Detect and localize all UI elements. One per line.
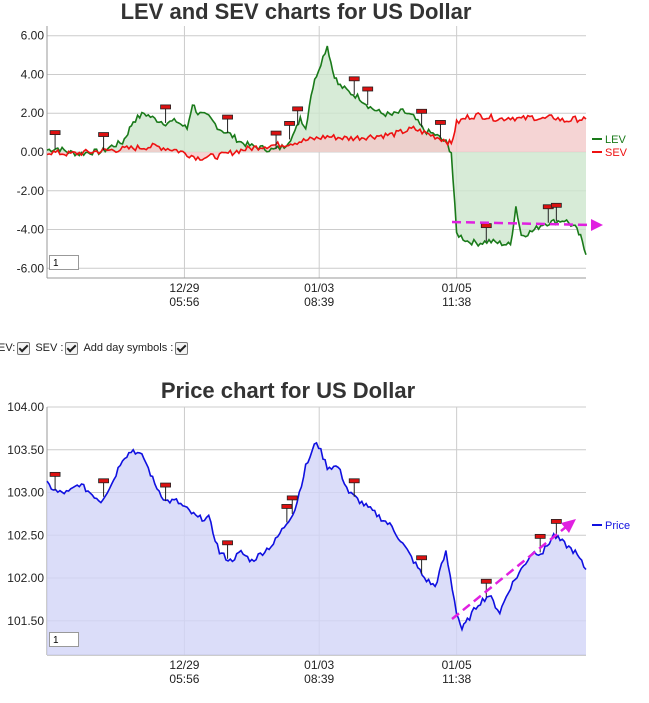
x-tick-time: 08:39 bbox=[304, 672, 334, 686]
y-axis-ticks: 104.00 103.50 103.00 102.50 102.00 101.50 bbox=[7, 400, 44, 628]
series-layer bbox=[46, 441, 587, 655]
day-symbol-flag bbox=[222, 114, 233, 120]
sev-toggle-label: SEV : bbox=[35, 342, 64, 354]
y-tick-label: 104.00 bbox=[7, 400, 44, 414]
day-symbols bbox=[49, 76, 562, 242]
day-symbol-flag bbox=[160, 104, 171, 110]
day-symbol-flag bbox=[480, 223, 492, 229]
day-symbols bbox=[49, 471, 562, 598]
x-tick-date: 01/05 bbox=[442, 658, 472, 672]
day-symbol-flag bbox=[98, 132, 109, 137]
legend-label-price: Price bbox=[605, 520, 630, 532]
zoom-input[interactable]: 1 bbox=[49, 632, 79, 647]
day-symbol-flag bbox=[98, 478, 109, 484]
lev-toggle-label: EV: bbox=[0, 342, 16, 354]
day-symbol-flag bbox=[534, 533, 546, 539]
x-tick-date: 01/05 bbox=[442, 281, 472, 295]
day-symbol-flag bbox=[49, 471, 61, 477]
day-symbol-flag bbox=[281, 504, 293, 509]
day-symbol-flag bbox=[284, 121, 295, 126]
legend-label-lev: LEV bbox=[605, 134, 626, 146]
day-symbol-flag bbox=[222, 540, 233, 546]
trend-annotation bbox=[451, 219, 603, 231]
trend-arrow-line bbox=[451, 526, 567, 620]
day-symbol-flag bbox=[435, 120, 446, 125]
y-tick-label: -6.00 bbox=[17, 261, 45, 275]
lev-sev-chart: LEV and SEV charts for US Dollar 6.00 4.0… bbox=[17, 0, 628, 309]
price-chart: Price chart for US Dollar 104.00103.5010… bbox=[7, 378, 630, 686]
day-symbol-flag bbox=[416, 555, 428, 561]
day-symbol-flag bbox=[286, 495, 298, 501]
trend-arrow-head bbox=[561, 519, 576, 533]
y-tick-label: 103.00 bbox=[7, 486, 44, 500]
trend-arrow-line bbox=[451, 220, 593, 227]
y-tick-label: 0.00 bbox=[21, 145, 45, 159]
series-area-sev bbox=[47, 112, 586, 160]
day-symbol-flag bbox=[480, 578, 492, 584]
x-tick-time: 08:39 bbox=[304, 295, 334, 309]
y-tick-label: 2.00 bbox=[21, 106, 45, 120]
series-area-price bbox=[47, 442, 586, 655]
day-symbols-checkbox[interactable] bbox=[175, 341, 189, 355]
legend: Price bbox=[592, 520, 630, 532]
series-line-price bbox=[46, 441, 587, 633]
day-symbol-flag bbox=[550, 519, 562, 524]
y-tick-label: 102.50 bbox=[7, 528, 44, 542]
day-symbol-flag bbox=[362, 86, 374, 92]
lev-checkbox[interactable] bbox=[17, 341, 31, 355]
series-line-lev bbox=[46, 45, 587, 255]
y-tick-label: -4.00 bbox=[17, 223, 45, 237]
day-symbol-flag bbox=[550, 202, 562, 208]
y-tick-label: 4.00 bbox=[21, 67, 45, 81]
chart-controls: EV: SEV : Add day symbols : bbox=[0, 339, 191, 357]
trend-annotation bbox=[451, 519, 576, 620]
chart-title: Price chart for US Dollar bbox=[161, 378, 416, 403]
day-symbol-flag bbox=[160, 482, 171, 488]
day-symbol-flag bbox=[416, 108, 428, 114]
day-symbol-flag bbox=[292, 106, 304, 112]
x-tick-date: 12/29 bbox=[169, 281, 199, 295]
series-line-sev bbox=[46, 111, 587, 162]
x-tick-date: 01/03 bbox=[304, 281, 334, 295]
x-tick-time: 05:56 bbox=[169, 672, 199, 686]
zoom-input[interactable]: 1 bbox=[49, 255, 79, 270]
series-layer bbox=[46, 45, 587, 255]
y-tick-label: 103.50 bbox=[7, 443, 44, 457]
sev-checkbox[interactable] bbox=[65, 341, 79, 355]
x-tick-time: 05:56 bbox=[169, 295, 199, 309]
y-tick-label: 6.00 bbox=[21, 29, 45, 43]
x-tick-date: 12/29 bbox=[169, 658, 199, 672]
day-symbol-flag bbox=[49, 130, 61, 136]
day-symbol-flag bbox=[348, 76, 360, 82]
day-symbol-flag bbox=[348, 478, 360, 484]
legend-label-sev: SEV bbox=[605, 147, 628, 159]
x-tick-date: 01/03 bbox=[304, 658, 334, 672]
x-tick-time: 11:38 bbox=[442, 672, 471, 686]
y-tick-label: -2.00 bbox=[17, 184, 45, 198]
day-symbols-label: Add day symbols : bbox=[83, 342, 174, 354]
day-symbol-flag bbox=[270, 130, 282, 136]
chart-title: LEV and SEV charts for US Dollar bbox=[121, 0, 472, 24]
y-tick-label: 101.50 bbox=[7, 614, 44, 628]
trend-arrow-head bbox=[591, 219, 603, 231]
x-tick-time: 11:38 bbox=[442, 295, 471, 309]
y-tick-label: 102.00 bbox=[7, 571, 44, 585]
y-axis-ticks: 6.00 4.00 2.00 0.00 -2.00 -4.00 -6.00 bbox=[17, 29, 45, 276]
